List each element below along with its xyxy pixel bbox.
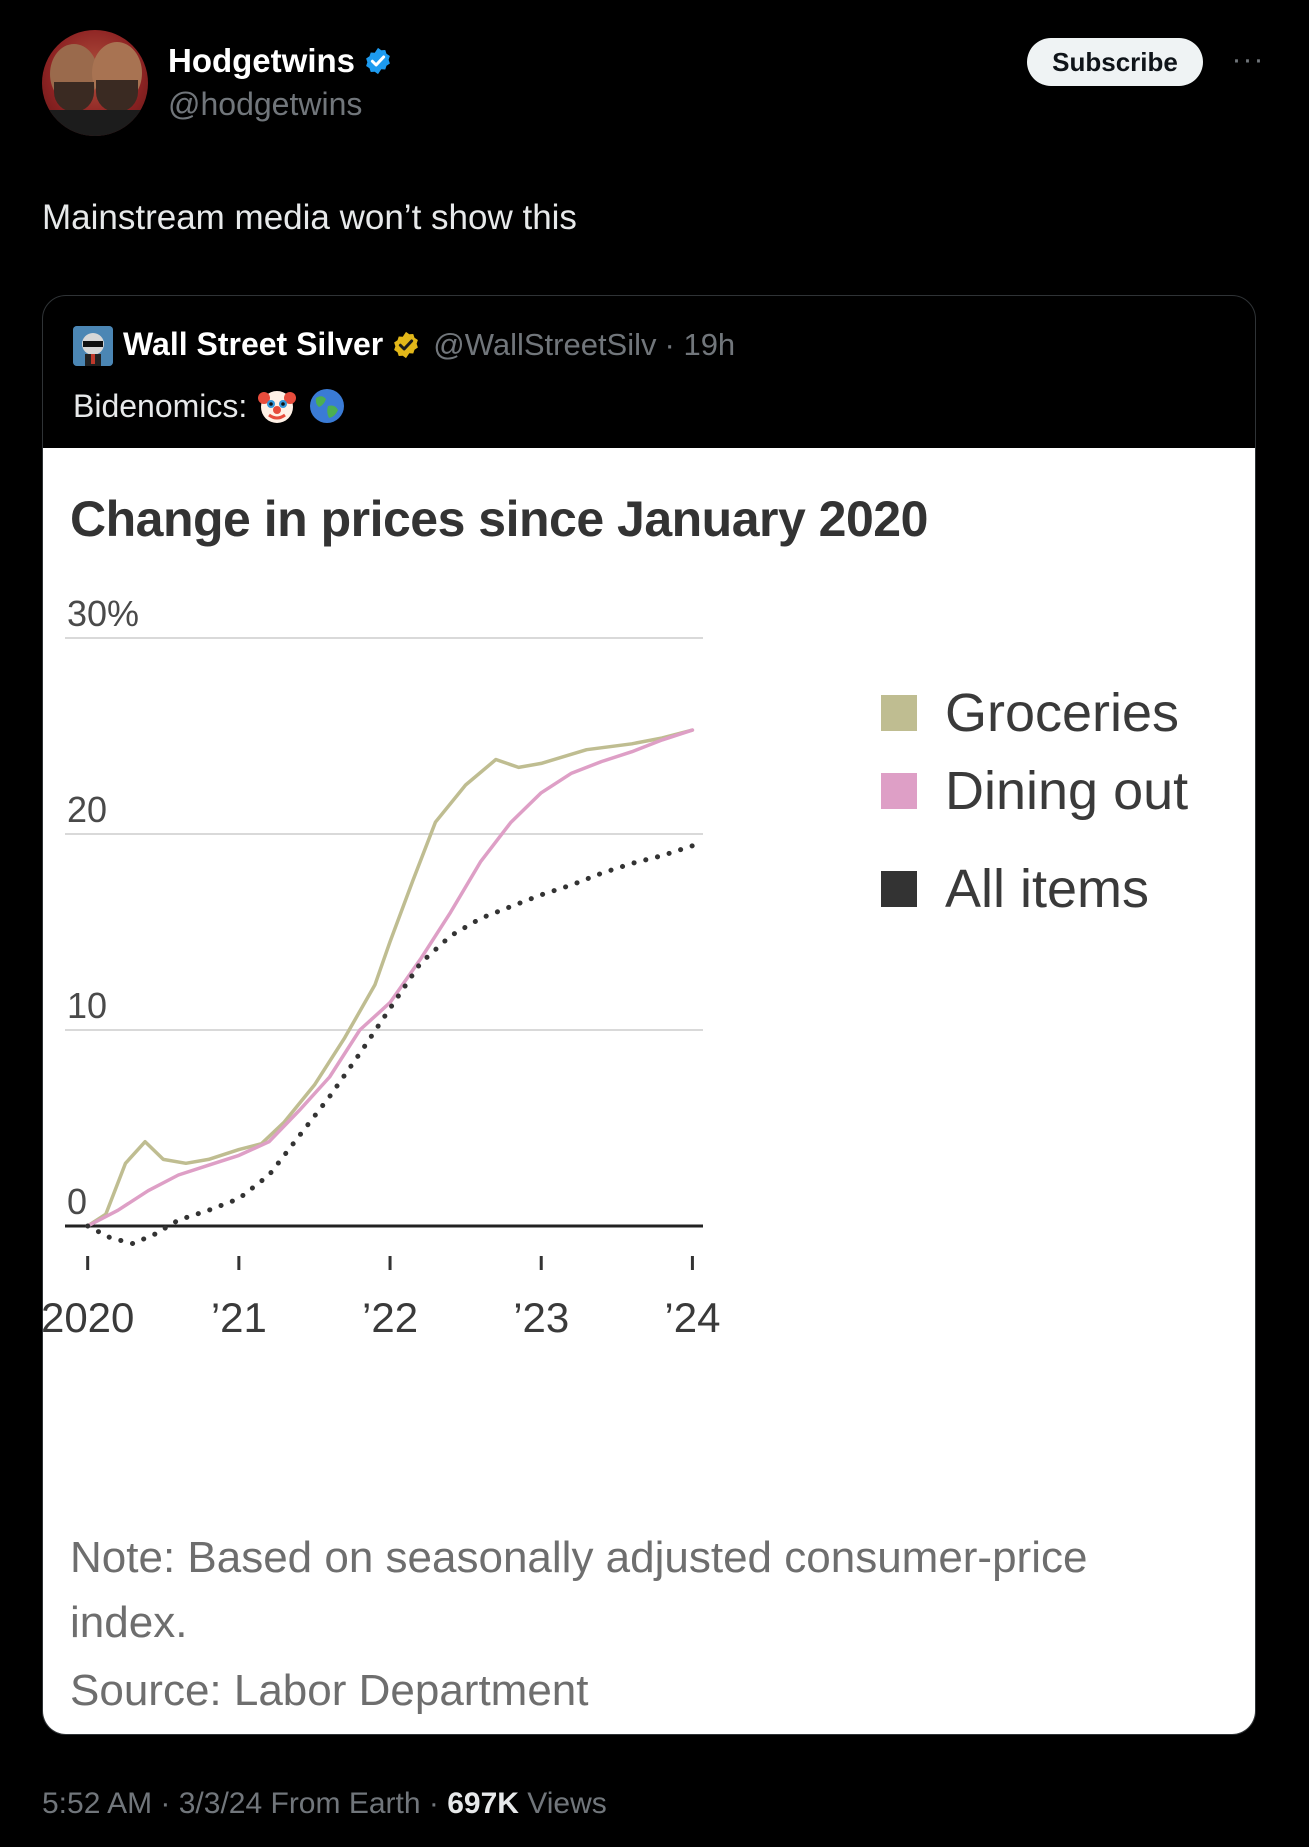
legend-swatch-dining-out: [881, 773, 917, 809]
author-handle[interactable]: @hodgetwins: [168, 86, 363, 122]
y-tick-label-30: 30%: [67, 593, 139, 634]
legend-item-groceries: Groceries: [881, 674, 1188, 752]
author-name-text: Hodgetwins: [168, 42, 355, 79]
chart-note-line-1: Note: Based on seasonally adjusted consu…: [70, 1533, 1088, 1582]
author-display-name[interactable]: Hodgetwins: [168, 42, 393, 80]
chart-title: Change in prices since January 2020: [70, 491, 928, 547]
legend-swatch-groceries: [881, 695, 917, 731]
line-chart: 30% 20 10 0 2020 ’21 ’22 ’23 ’24: [43, 593, 720, 1341]
legend-label-groceries: Groceries: [945, 683, 1180, 743]
chart-source: Source: Labor Department: [70, 1666, 589, 1715]
quote-tweet-card[interactable]: Wall Street Silver @WallStreetSilv · 19h…: [42, 295, 1256, 1735]
verified-badge-icon: [366, 47, 390, 75]
series-line-dining-out: [85, 728, 695, 1228]
quote-author-line[interactable]: Wall Street Silver @WallStreetSilv · 19h: [123, 326, 735, 363]
author-avatar[interactable]: [42, 30, 148, 136]
verified-gold-badge-icon: [394, 331, 419, 358]
quote-author-handle: @WallStreetSilv: [433, 326, 657, 362]
globe-earth-icon: [310, 389, 345, 423]
series-line-all-items: [85, 843, 695, 1247]
subscribe-button[interactable]: Subscribe: [1027, 38, 1203, 86]
y-tick-label-20: 20: [67, 789, 107, 830]
tweet-time: 5:52 AM: [42, 1787, 153, 1820]
tweet-date-location: 3/3/24 From Earth: [178, 1787, 421, 1820]
legend-label-all-items: All items: [945, 859, 1150, 919]
views-label: Views: [527, 1787, 607, 1820]
legend-swatch-all-items: [881, 871, 917, 907]
tweet-text: Mainstream media won’t show this: [42, 198, 577, 237]
more-options-icon[interactable]: ···: [1231, 43, 1265, 76]
chart-image[interactable]: Change in prices since January 2020 30% 2…: [43, 448, 1255, 1734]
quote-time: · 19h: [664, 326, 736, 362]
chart-legend: Groceries Dining out All items: [881, 674, 1188, 928]
views-count[interactable]: 697K: [447, 1787, 519, 1820]
quote-text: Bidenomics:: [73, 386, 347, 426]
x-tick-label-2024: ’24: [664, 1294, 720, 1341]
legend-item-dining-out: Dining out: [881, 752, 1188, 830]
quote-text-body: Bidenomics:: [73, 387, 248, 424]
y-tick-label-10: 10: [67, 985, 107, 1026]
x-tick-label-2021: ’21: [211, 1294, 267, 1341]
series-line-groceries: [85, 728, 695, 1228]
y-tick-label-0: 0: [67, 1181, 87, 1222]
quote-author-avatar[interactable]: [73, 326, 113, 366]
silver-ape-icon: [73, 326, 113, 366]
clown-face-icon: [258, 391, 297, 423]
x-tick-label-2022: ’22: [362, 1294, 418, 1341]
x-tick-label-2023: ’23: [513, 1294, 569, 1341]
chart-note-line-2: index.: [70, 1598, 188, 1647]
legend-item-all-items: All items: [881, 850, 1188, 928]
quote-author-name: Wall Street Silver: [123, 326, 384, 362]
tweet-footer: 5:52 AM · 3/3/24 From Earth · 697K Views: [42, 1787, 607, 1820]
legend-label-dining-out: Dining out: [945, 761, 1189, 821]
x-tick-label-2020: 2020: [43, 1294, 134, 1341]
